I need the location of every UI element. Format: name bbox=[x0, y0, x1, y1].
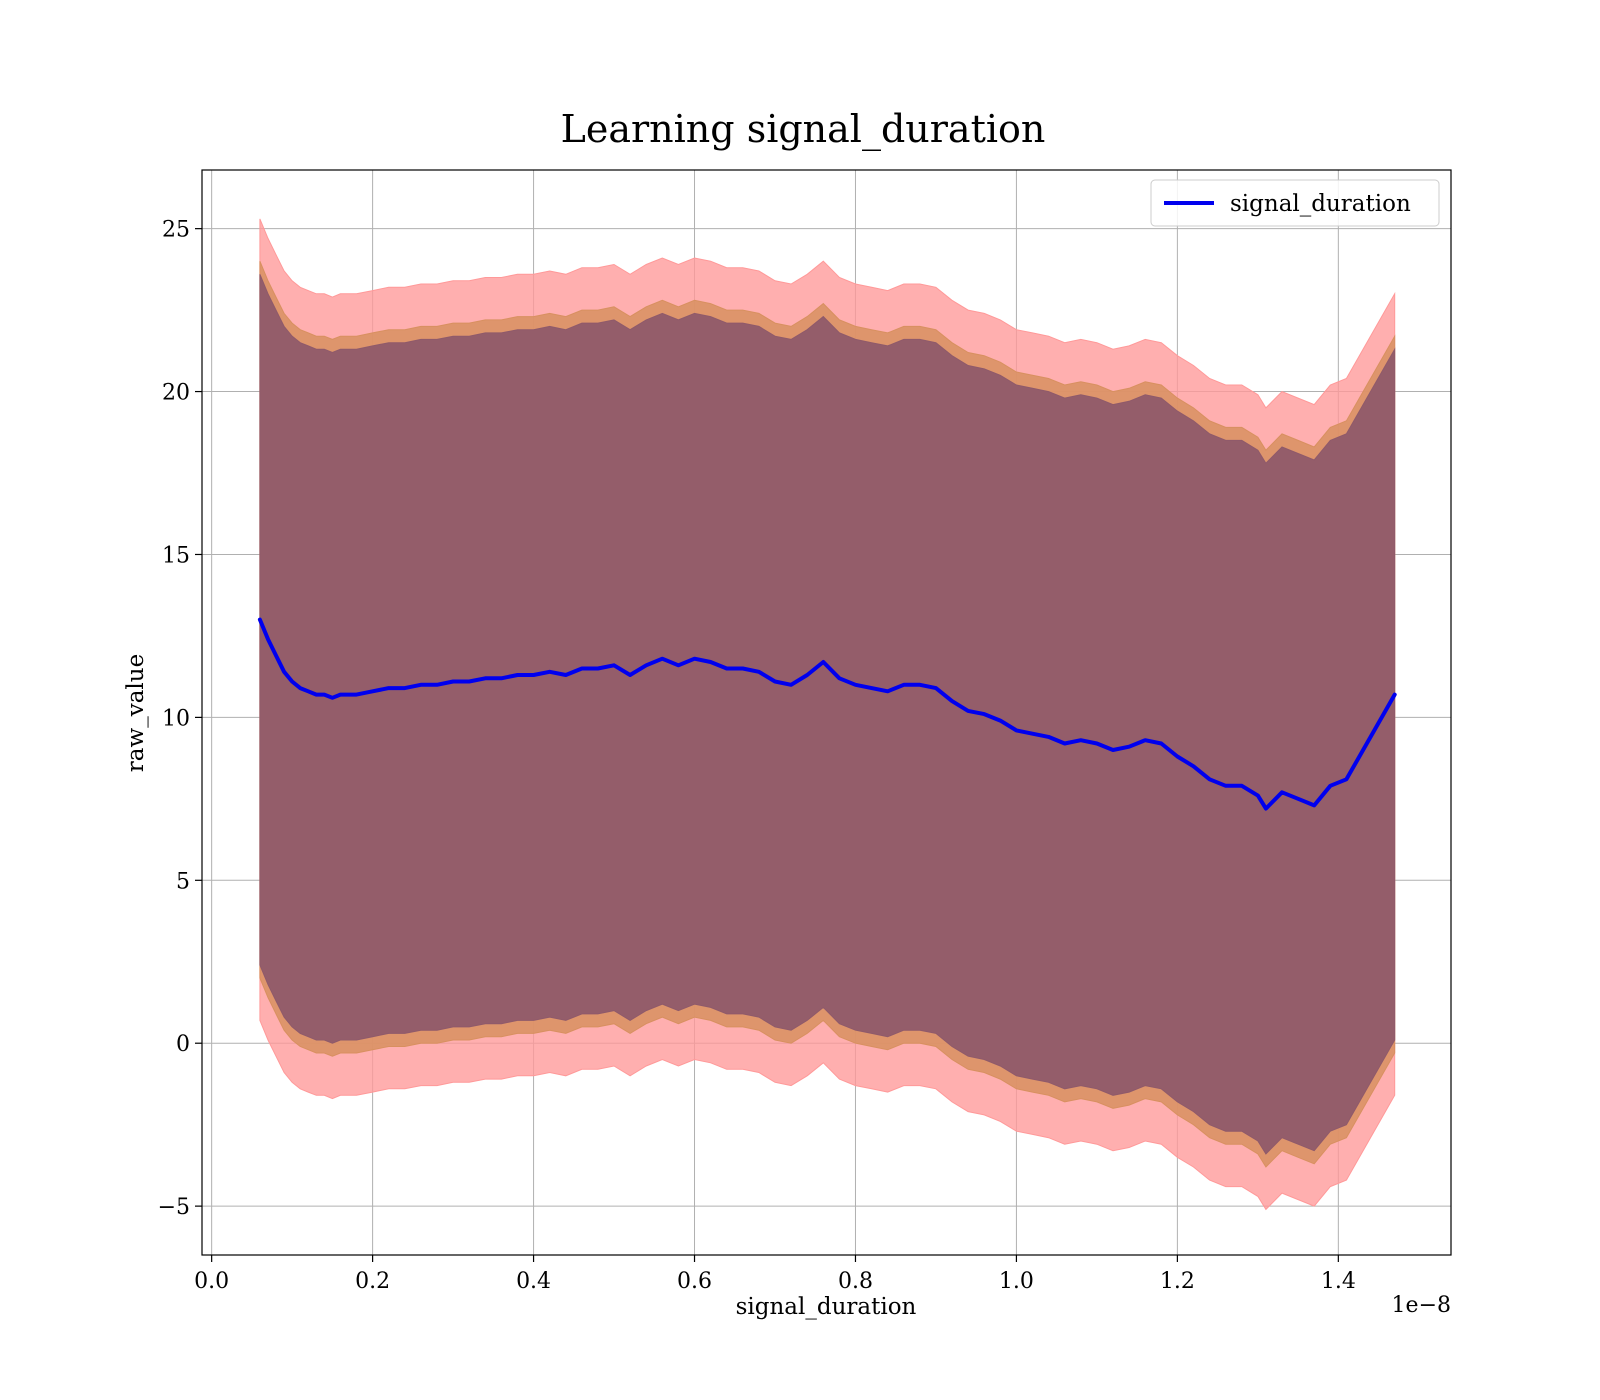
y-tick-label: −5 bbox=[158, 1195, 190, 1220]
x-tick-label: 0.6 bbox=[677, 1269, 712, 1294]
x-tick-label: 0.0 bbox=[194, 1269, 229, 1294]
x-tick-label: 1.0 bbox=[999, 1269, 1034, 1294]
chart-title: Learning signal_duration bbox=[561, 107, 1046, 152]
y-tick-label: 5 bbox=[176, 869, 190, 894]
x-axis-offset-label: 1e−8 bbox=[1392, 1293, 1451, 1318]
x-tick-label: 0.4 bbox=[516, 1269, 551, 1294]
y-axis-label: raw_value bbox=[123, 654, 149, 772]
x-tick-label: 0.2 bbox=[355, 1269, 390, 1294]
y-tick-label: 20 bbox=[162, 381, 190, 406]
legend: signal_duration bbox=[1151, 180, 1439, 226]
x-tick-label: 1.2 bbox=[1160, 1269, 1195, 1294]
x-tick-label: 0.8 bbox=[838, 1269, 873, 1294]
y-tick-label: 15 bbox=[162, 543, 190, 568]
x-axis-label: signal_duration bbox=[736, 1294, 917, 1320]
x-tick-label: 1.4 bbox=[1321, 1269, 1356, 1294]
y-tick-label: 0 bbox=[176, 1032, 190, 1057]
y-tick-label: 10 bbox=[162, 706, 190, 731]
y-tick-label: 25 bbox=[162, 218, 190, 243]
legend-label: signal_duration bbox=[1230, 191, 1411, 217]
chart: Learning signal_duration 0.0 0.2 0.4 0.6 0.8… bbox=[0, 0, 1600, 1400]
